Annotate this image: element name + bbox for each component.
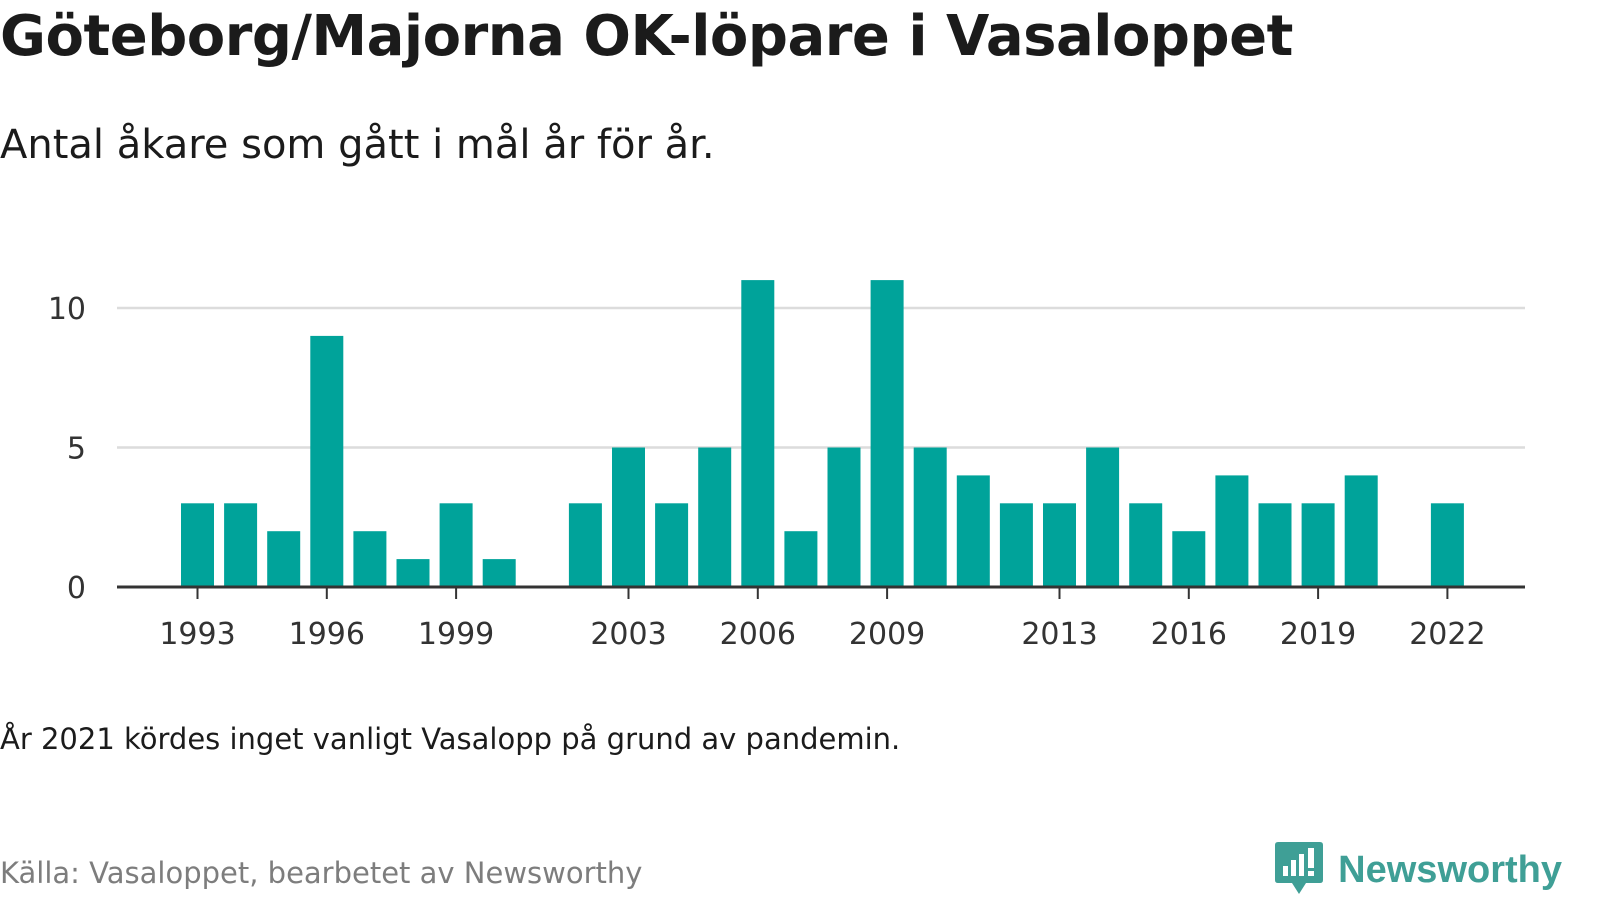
bar-2004 [655, 503, 689, 587]
y-axis-ticks: 0 5 10 [48, 292, 86, 606]
x-tick-label-1993: 1993 [159, 617, 235, 652]
bar-1996 [310, 335, 344, 587]
bar-2010 [913, 447, 947, 587]
bar-2020 [1344, 475, 1378, 587]
newsworthy-logo: Newsworthy [1274, 840, 1562, 900]
bar-2005 [698, 447, 732, 587]
bar-2007 [784, 531, 818, 587]
bar-chart: 1993 1996 1999 2003 2006 2009 2013 2016 2019 2022… [48, 280, 1525, 652]
x-tick-label-2019: 2019 [1280, 617, 1356, 652]
bar-1999 [439, 503, 473, 587]
bar-1997 [353, 531, 387, 587]
bar-2013 [1043, 503, 1076, 587]
x-tick-label-2006: 2006 [720, 617, 796, 652]
bar-chart-speech-bubble-icon [1275, 842, 1324, 894]
bar-2019 [1301, 503, 1335, 587]
bar-1995 [267, 531, 301, 587]
x-tick-label-2022: 2022 [1409, 617, 1485, 652]
chart-title: Göteborg/Majorna OK-löpare i Vasaloppet [0, 4, 1293, 69]
grid-lines [117, 306, 1525, 449]
x-axis-ticks: 1993 1996 1999 2003 2006 2009 2013 2016 2019 2022 [159, 587, 1486, 652]
bar-2003 [612, 447, 645, 587]
y-tick-label-10: 10 [48, 292, 86, 327]
x-tick-label-2009: 2009 [849, 617, 925, 652]
bar-1993 [181, 503, 214, 587]
bar-2009 [870, 280, 904, 587]
bar-2000 [482, 559, 516, 587]
bar-2018 [1258, 503, 1292, 587]
bar-2008 [827, 447, 861, 587]
x-tick-label-1999: 1999 [418, 617, 494, 652]
x-tick-label-1996: 1996 [289, 617, 365, 652]
chart-note: År 2021 kördes inget vanligt Vasalopp på… [0, 722, 901, 756]
bar-2002 [568, 503, 602, 587]
bar-2017 [1215, 475, 1249, 587]
bar-2014 [1086, 447, 1120, 587]
bar-1998 [396, 559, 430, 587]
bar-2022 [1430, 503, 1464, 587]
x-tick-label-2003: 2003 [590, 617, 666, 652]
bar-2012 [999, 503, 1033, 587]
source-credit: Källa: Vasaloppet, bearbetet av Newswort… [0, 856, 643, 890]
bar-2006 [741, 280, 775, 587]
bars [181, 280, 1464, 587]
y-tick-label-5: 5 [67, 432, 86, 467]
x-tick-label-2013: 2013 [1021, 617, 1097, 652]
bar-2016 [1172, 531, 1206, 587]
bar-2011 [956, 475, 990, 587]
x-tick-label-2016: 2016 [1151, 617, 1227, 652]
y-tick-label-0: 0 [67, 571, 86, 606]
bar-1994 [224, 503, 258, 587]
chart-subtitle: Antal åkare som gått i mål år för år. [0, 122, 715, 168]
logo-text: Newsworthy [1338, 848, 1562, 891]
bar-2015 [1129, 503, 1163, 587]
